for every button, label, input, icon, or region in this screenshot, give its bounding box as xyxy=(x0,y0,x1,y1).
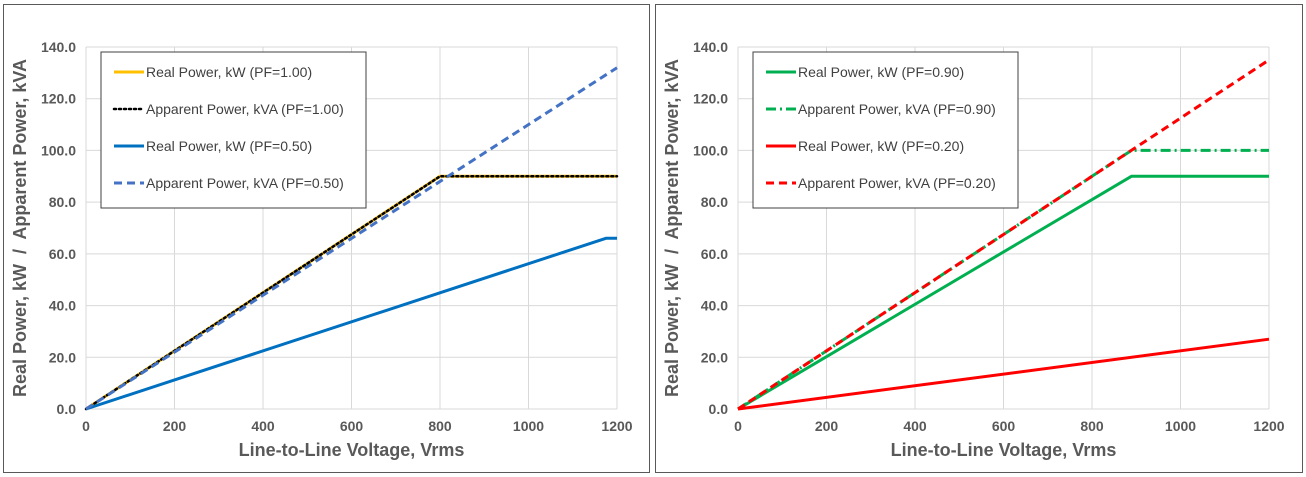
y-tick-label: 60.0 xyxy=(49,246,76,262)
y-tick-label: 0.0 xyxy=(57,401,77,417)
y-tick-label: 120.0 xyxy=(693,91,728,107)
y-tick-label: 100.0 xyxy=(693,142,728,158)
chart-panel-right: 0 200 400 600 800 1000 1200 0.0 20.0 40.0 60.0 80.0… xyxy=(655,4,1303,473)
legend-label: Real Power, kW (PF=0.20) xyxy=(798,138,964,154)
series-line xyxy=(737,174,1269,411)
x-axis-title: Line-to-Line Voltage, Vrms xyxy=(891,440,1117,460)
legend-label: Apparent Power, kVA (PF=0.50) xyxy=(146,175,344,191)
chart-right: 0 200 400 600 800 1000 1200 0.0 20.0 40.0 60.0 80.0… xyxy=(662,39,1285,460)
x-tick-label: 800 xyxy=(1080,418,1104,434)
x-tick-label: 1200 xyxy=(601,418,632,434)
legend-box xyxy=(752,51,1019,209)
legend-label: Apparent Power, kVA (PF=0.20) xyxy=(798,175,996,191)
y-tick-label: 40.0 xyxy=(701,298,728,314)
y-axis-title: Real Power, kW / Apparent Power, kVA xyxy=(10,59,30,397)
y-axis-title: Real Power, kW / Apparent Power, kVA xyxy=(662,59,682,397)
x-tick-label: 400 xyxy=(903,418,927,434)
y-tick-label: 140.0 xyxy=(693,39,728,55)
x-tick-label: 1000 xyxy=(1165,418,1196,434)
x-tick-label: 400 xyxy=(251,418,275,434)
legend-label: Apparent Power, kVA (PF=0.90) xyxy=(798,101,996,117)
x-tick-label: 1200 xyxy=(1253,418,1284,434)
x-tick-label: 600 xyxy=(340,418,364,434)
legend-label: Apparent Power, kVA (PF=1.00) xyxy=(146,101,344,117)
series-line xyxy=(737,58,1270,411)
x-tick-label: 200 xyxy=(163,418,187,434)
y-tick-label: 60.0 xyxy=(701,246,728,262)
y-tick-label: 120.0 xyxy=(41,91,76,107)
y-tick-label: 140.0 xyxy=(41,39,76,55)
y-tick-label: 40.0 xyxy=(49,298,76,314)
x-axis-title: Line-to-Line Voltage, Vrms xyxy=(239,440,465,460)
series-line xyxy=(84,175,619,411)
chart-panel-left: 0 200 400 600 800 1000 1200 0.0 20.0 40.0 60.0 80.0… xyxy=(3,4,650,473)
series-line xyxy=(737,337,1270,411)
y-tick-label: 100.0 xyxy=(41,142,76,158)
series-line xyxy=(85,236,617,411)
x-tick-label: 0 xyxy=(82,418,90,434)
legend-label: Real Power, kW (PF=1.00) xyxy=(146,64,312,80)
series-line xyxy=(85,66,618,411)
y-tick-label: 80.0 xyxy=(49,194,76,210)
legend-label: Real Power, kW (PF=0.50) xyxy=(146,138,312,154)
x-tick-label: 0 xyxy=(734,418,742,434)
x-tick-label: 600 xyxy=(992,418,1016,434)
y-tick-label: 0.0 xyxy=(709,401,729,417)
y-tick-label: 20.0 xyxy=(701,349,728,365)
series-line xyxy=(737,148,1269,411)
legend-box xyxy=(100,51,367,209)
x-tick-label: 200 xyxy=(815,418,839,434)
legend-label: Real Power, kW (PF=0.90) xyxy=(798,64,964,80)
x-tick-label: 800 xyxy=(428,418,452,434)
y-tick-label: 80.0 xyxy=(701,194,728,210)
chart-left: 0 200 400 600 800 1000 1200 0.0 20.0 40.0 60.0 80.0… xyxy=(10,39,633,460)
y-tick-label: 20.0 xyxy=(49,349,76,365)
x-tick-label: 1000 xyxy=(513,418,544,434)
